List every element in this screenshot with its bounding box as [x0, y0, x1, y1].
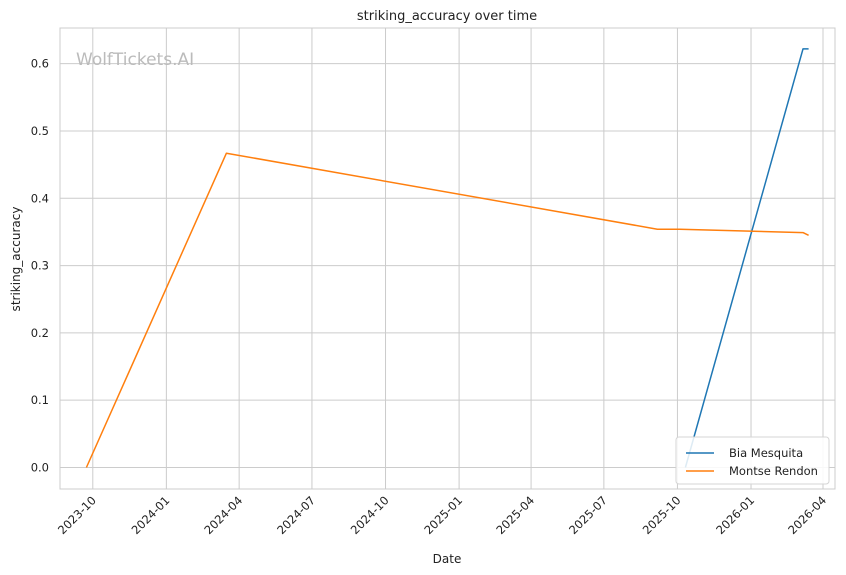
legend-label: Montse Rendon — [729, 464, 818, 478]
y-tick-labels: 0.0 0.1 0.2 0.3 0.4 0.5 0.6 — [31, 57, 49, 475]
series-line — [684, 48, 809, 468]
chart-title: striking_accuracy over time — [357, 9, 537, 24]
legend-label: Bia Mesquita — [729, 446, 803, 460]
y-tick-label: 0.3 — [31, 259, 49, 273]
legend-box — [675, 436, 830, 485]
plot-area-frame — [59, 27, 836, 490]
series-lines — [85, 48, 809, 468]
watermark-text: WolfTickets.AI — [76, 50, 194, 70]
x-axis-label: Date — [433, 552, 462, 566]
y-tick-label: 0.2 — [31, 326, 49, 340]
series-line — [85, 152, 809, 468]
y-axis-label: striking_accuracy — [9, 207, 23, 312]
grid — [60, 28, 835, 489]
y-tick-label: 0.5 — [31, 124, 49, 138]
y-tick-label: 0.6 — [31, 57, 49, 71]
y-tick-label: 0.0 — [31, 460, 49, 474]
legend: Bia Mesquita Montse Rendon — [675, 436, 830, 485]
y-tick-label: 0.4 — [31, 191, 49, 205]
y-tick-label: 0.1 — [31, 393, 49, 407]
